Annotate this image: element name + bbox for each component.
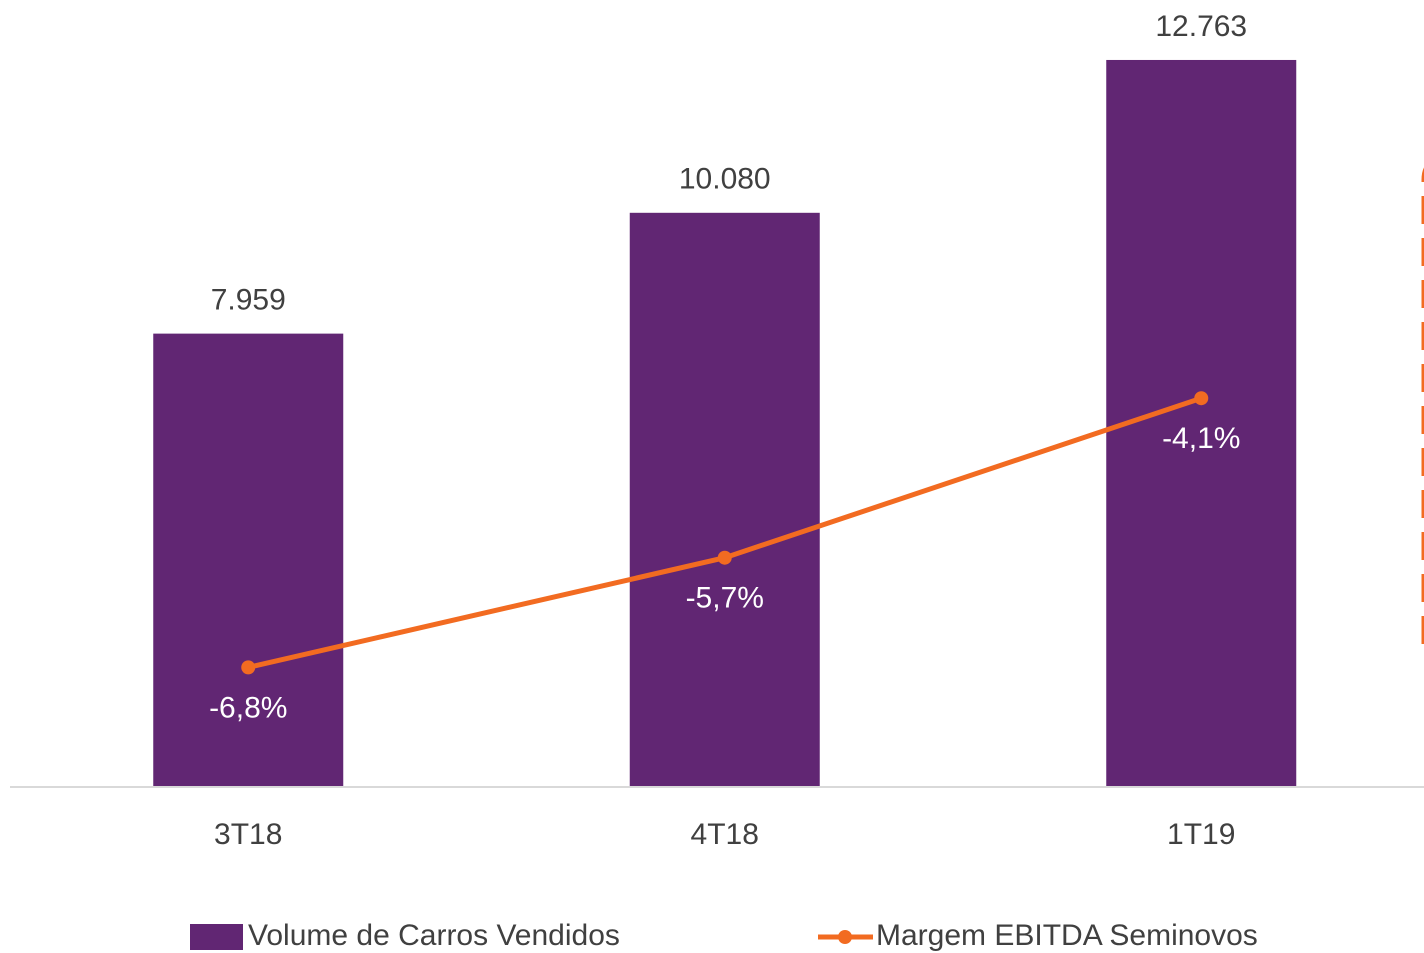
x-tick-label: 1T19	[1167, 818, 1235, 851]
bar	[629, 212, 820, 788]
bar	[1106, 59, 1297, 787]
bar-value-label: 12.763	[1155, 10, 1247, 43]
legend-label: Margem EBITDA Seminovos	[876, 919, 1258, 952]
line-value-label: -6,8%	[209, 691, 287, 724]
x-tick-label: 3T18	[214, 818, 282, 851]
bar-value-label: 7.959	[211, 284, 286, 317]
legend-label: Volume de Carros Vendidos	[248, 919, 620, 952]
line-point	[1194, 391, 1209, 406]
line-value-label: -5,7%	[686, 582, 764, 615]
x-tick-label: 4T18	[691, 818, 759, 851]
plot: 7.959 10.080 12.763 3T18 4T18 1T19 -6,8% -5,7% -…	[10, 10, 1424, 952]
legend-swatch-dot	[838, 930, 852, 944]
bar-value-label: 10.080	[679, 163, 771, 196]
line-point	[717, 550, 732, 565]
line-point	[241, 660, 256, 675]
bar	[153, 333, 344, 787]
line-value-label: -4,1%	[1162, 422, 1240, 455]
legend-swatch	[190, 924, 243, 950]
